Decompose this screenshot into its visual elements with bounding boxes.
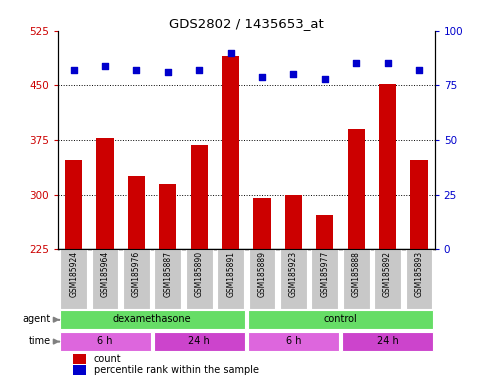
Bar bbox=[60, 249, 87, 309]
Text: GSM185977: GSM185977 bbox=[320, 251, 329, 297]
Bar bbox=[73, 365, 86, 375]
Bar bbox=[342, 332, 433, 351]
Text: control: control bbox=[324, 314, 357, 324]
Text: GSM185888: GSM185888 bbox=[352, 251, 361, 297]
Bar bbox=[406, 249, 432, 309]
Text: GSM185976: GSM185976 bbox=[132, 251, 141, 297]
Bar bbox=[73, 354, 86, 364]
Text: 6 h: 6 h bbox=[285, 336, 301, 346]
Bar bbox=[128, 176, 145, 249]
Text: time: time bbox=[28, 336, 50, 346]
Text: GSM185924: GSM185924 bbox=[69, 251, 78, 297]
Bar bbox=[285, 195, 302, 249]
Bar bbox=[312, 249, 338, 309]
Point bbox=[195, 67, 203, 73]
Point bbox=[101, 63, 109, 69]
Bar bbox=[155, 249, 181, 309]
Text: GSM185889: GSM185889 bbox=[257, 251, 267, 297]
Bar bbox=[154, 332, 245, 351]
Point bbox=[384, 60, 391, 66]
Bar bbox=[59, 332, 151, 351]
Bar bbox=[374, 249, 401, 309]
Bar bbox=[343, 249, 369, 309]
Text: GSM185892: GSM185892 bbox=[383, 251, 392, 297]
Text: 24 h: 24 h bbox=[188, 336, 210, 346]
Bar bbox=[65, 160, 82, 249]
Text: dexamethasone: dexamethasone bbox=[113, 314, 191, 324]
Text: GSM185890: GSM185890 bbox=[195, 251, 204, 297]
Bar bbox=[222, 56, 239, 249]
Text: 6 h: 6 h bbox=[97, 336, 113, 346]
Bar bbox=[254, 198, 270, 249]
Bar bbox=[123, 249, 150, 309]
Point bbox=[321, 76, 328, 82]
Point bbox=[70, 67, 77, 73]
Bar bbox=[411, 160, 427, 249]
Bar bbox=[249, 249, 275, 309]
Bar bbox=[280, 249, 307, 309]
Bar bbox=[186, 249, 213, 309]
Text: GSM185923: GSM185923 bbox=[289, 251, 298, 297]
Bar bbox=[92, 249, 118, 309]
Text: GSM185964: GSM185964 bbox=[100, 251, 110, 297]
Bar bbox=[348, 129, 365, 249]
Bar bbox=[97, 138, 114, 249]
Bar bbox=[248, 310, 433, 329]
Text: GSM185893: GSM185893 bbox=[414, 251, 424, 297]
Point bbox=[132, 67, 141, 73]
Bar bbox=[59, 310, 245, 329]
Bar bbox=[191, 145, 208, 249]
Title: GDS2802 / 1435653_at: GDS2802 / 1435653_at bbox=[169, 17, 324, 30]
Text: agent: agent bbox=[22, 314, 50, 324]
Bar bbox=[248, 332, 339, 351]
Point bbox=[290, 71, 298, 78]
Bar bbox=[217, 249, 244, 309]
Bar bbox=[316, 215, 333, 249]
Text: GSM185887: GSM185887 bbox=[163, 251, 172, 297]
Text: count: count bbox=[94, 354, 121, 364]
Text: percentile rank within the sample: percentile rank within the sample bbox=[94, 365, 259, 375]
Text: GSM185891: GSM185891 bbox=[226, 251, 235, 297]
Point bbox=[258, 73, 266, 79]
Point bbox=[415, 67, 423, 73]
Point bbox=[227, 50, 235, 56]
Bar bbox=[159, 184, 176, 249]
Text: 24 h: 24 h bbox=[377, 336, 398, 346]
Point bbox=[164, 69, 172, 75]
Bar bbox=[379, 84, 396, 249]
Point bbox=[353, 60, 360, 66]
